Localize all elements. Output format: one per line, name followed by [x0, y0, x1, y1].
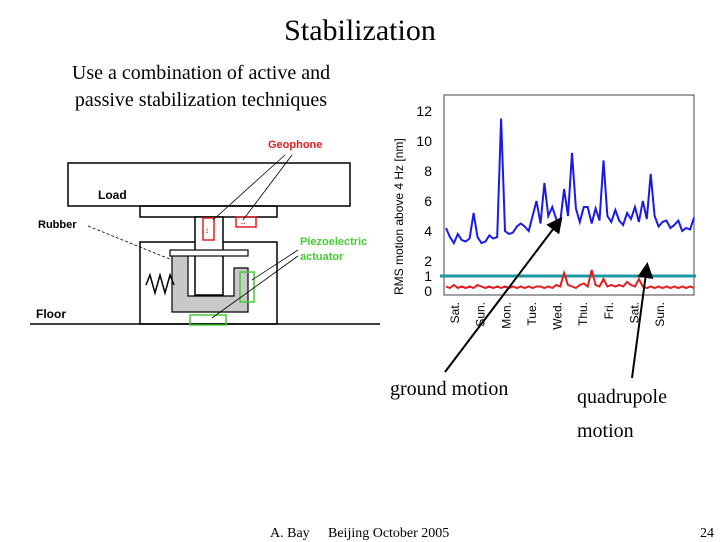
quadrupole-motion-label: quadrupole motion — [577, 380, 667, 448]
quadrupole-label-line-1: quadrupole — [577, 386, 667, 408]
plot-frame — [443, 94, 695, 296]
geophone-leader-1 — [212, 154, 286, 221]
footer-author: A. Bay — [270, 526, 310, 541]
subtitle-line-2: passive stabilization techniques — [74, 89, 328, 111]
y-tick-label: 12 — [416, 103, 432, 119]
y-tick-label: 2 — [424, 253, 432, 269]
y-tick-label: 6 — [424, 193, 432, 209]
load-label: Load — [98, 188, 127, 202]
rubber-label: Rubber — [38, 219, 77, 231]
slide-subtitle: Use a combination of active and passive … — [36, 60, 366, 114]
geophone-horizontal-mark: ↔ — [239, 218, 247, 227]
x-tick-label: Wed. — [551, 302, 565, 330]
subtitle-line-1: Use a combination of active and — [71, 62, 331, 84]
x-tick-label: Sat. — [627, 302, 641, 323]
geophone-vertical-mark: ↕ — [205, 226, 209, 235]
spring-symbol — [145, 272, 175, 296]
x-tick-label: Tue. — [525, 302, 539, 326]
piezo-actuator-bottom — [189, 314, 227, 326]
piezo-leader-2 — [211, 255, 299, 319]
rubber-element — [171, 254, 249, 313]
x-tick-label: Sat. — [448, 302, 462, 323]
y-tick-label: 10 — [416, 133, 432, 149]
piezo-actuator-side — [239, 271, 255, 303]
x-tick-label: Fri. — [602, 302, 616, 319]
rubber-leader — [87, 225, 173, 261]
page-number: 24 — [700, 526, 714, 541]
x-tick-label: Sun. — [653, 302, 667, 327]
geophone-label: Geophone — [268, 139, 322, 151]
x-tick-labels: Sat. Sun. Mon. Tue. Wed. Thu. Fri. Sat. Sun. — [448, 302, 667, 330]
footer-event: Beijing October 2005 — [328, 526, 450, 541]
slide-title: Stabilization — [284, 14, 436, 47]
quadrupole-motion-series — [445, 269, 695, 290]
piezo-label-line-1: Piezoelectric — [300, 236, 367, 248]
support-plate — [169, 249, 249, 257]
ground-motion-label: ground motion — [390, 378, 509, 400]
y-tick-label: 0 — [424, 283, 432, 299]
ground-motion-arrow — [444, 216, 563, 373]
y-tick-label: 1 — [424, 268, 432, 284]
chart-background — [383, 85, 703, 340]
quadrupole-label-line-2: motion — [577, 420, 634, 442]
geophone-leader-2 — [242, 154, 293, 221]
y-axis-title: RMS motion above 4 Hz [nm] — [392, 138, 406, 295]
piezo-label-line-2: actuator — [300, 251, 344, 263]
floor-label: Floor — [36, 307, 66, 321]
piezo-leader-1 — [251, 249, 299, 281]
geophone-horizontal — [235, 216, 257, 228]
quadrupole-motion-arrow — [631, 262, 654, 379]
y-tick-label: 8 — [424, 163, 432, 179]
x-tick-label: Mon. — [499, 302, 513, 329]
ground-motion-series — [445, 118, 695, 246]
geophone-vertical — [202, 217, 215, 241]
x-tick-label: Thu. — [576, 302, 590, 326]
y-tick-label: 4 — [424, 223, 432, 239]
piezo-label: Piezoelectric actuator — [300, 236, 370, 263]
